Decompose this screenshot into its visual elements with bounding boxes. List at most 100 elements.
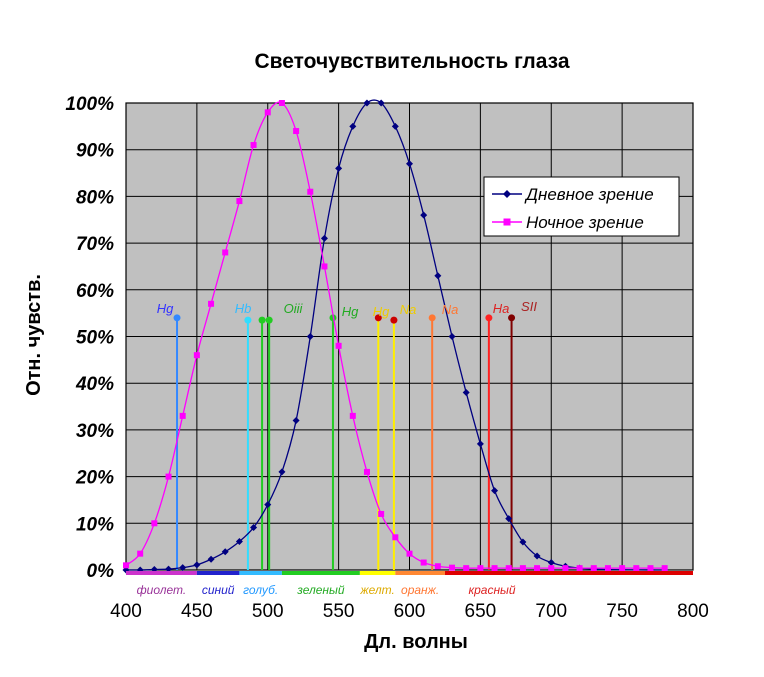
data-point xyxy=(165,473,172,480)
data-point xyxy=(250,524,258,532)
data-point xyxy=(363,468,370,475)
data-point xyxy=(548,565,555,572)
data-point xyxy=(661,565,668,572)
data-point xyxy=(449,564,456,571)
data-point xyxy=(505,515,513,523)
color-band xyxy=(281,571,360,575)
x-tick-label: 400 xyxy=(110,601,142,622)
data-point xyxy=(505,565,512,572)
spectral-line-dot xyxy=(173,314,181,322)
data-point xyxy=(179,412,186,419)
x-tick-label: 550 xyxy=(323,601,355,622)
spectral-line-dot xyxy=(374,314,382,322)
y-axis-label: Отн. чувств. xyxy=(23,274,45,396)
x-tick-label: 700 xyxy=(535,601,567,622)
chart-title: Светочувствительность глаза xyxy=(254,50,569,73)
legend-box xyxy=(483,176,680,237)
data-point xyxy=(477,565,484,572)
data-point xyxy=(363,99,371,107)
y-tick-label: 70% xyxy=(76,234,114,255)
data-point xyxy=(278,100,285,106)
data-point xyxy=(306,333,314,340)
data-point xyxy=(392,534,399,541)
y-tick-label: 40% xyxy=(75,374,114,395)
data-point xyxy=(236,198,243,205)
data-point xyxy=(349,412,356,419)
data-point xyxy=(320,234,328,242)
y-axis-ticks: 0% 10% 20% 30% 40% 50% 60% 70% 80% 90% 100% xyxy=(65,94,114,582)
spectral-line-label: Hg xyxy=(373,304,390,319)
color-band xyxy=(126,571,197,575)
data-point xyxy=(278,468,286,476)
data-point xyxy=(349,122,357,130)
data-point xyxy=(222,249,229,256)
color-band-label: красный xyxy=(468,583,515,597)
data-point xyxy=(193,561,201,569)
plot-border xyxy=(125,102,694,571)
color-band xyxy=(395,571,445,575)
data-point xyxy=(335,164,343,172)
data-point xyxy=(406,160,413,168)
spectral-line-dot xyxy=(244,316,252,324)
data-point xyxy=(235,538,243,546)
spectral-line-dot xyxy=(428,314,436,322)
color-band-label: желт. xyxy=(359,583,395,597)
color-band-label: голуб. xyxy=(243,583,278,597)
legend: Дневное зрение Ночное зрение xyxy=(483,176,680,237)
data-point xyxy=(463,565,470,572)
data-point xyxy=(165,565,173,573)
data-point xyxy=(293,128,300,135)
legend-marker xyxy=(503,190,511,198)
data-point xyxy=(448,333,456,340)
x-tick-label: 450 xyxy=(181,601,213,622)
y-tick-label: 80% xyxy=(76,187,114,208)
x-tick-label: 650 xyxy=(465,601,497,622)
data-point xyxy=(335,342,342,349)
grid xyxy=(125,102,694,571)
data-point xyxy=(633,565,640,572)
y-tick-label: 10% xyxy=(76,514,114,535)
color-band xyxy=(444,571,693,575)
spectral-line-dot xyxy=(390,316,398,324)
x-tick-label: 600 xyxy=(394,601,426,622)
data-point xyxy=(604,565,611,572)
color-band-label: оранж. xyxy=(401,583,439,597)
spectral-line-label: Oiii xyxy=(284,301,304,316)
data-point xyxy=(491,565,498,572)
spectral-line-label: Na xyxy=(442,302,459,317)
data-point xyxy=(434,563,441,570)
color-band-label: синий xyxy=(202,583,235,597)
spectral-line-label: Hg xyxy=(342,304,359,319)
data-point xyxy=(321,263,328,270)
legend-label: Дневное зрение xyxy=(524,185,654,204)
spectral-line-dot xyxy=(265,316,273,324)
data-point xyxy=(590,565,597,572)
spectral-line-label: SII xyxy=(521,299,537,314)
spectral-line-dot xyxy=(485,314,493,322)
spectral-line-dot xyxy=(508,314,516,322)
data-point xyxy=(123,562,129,569)
data-point xyxy=(547,559,555,567)
color-band xyxy=(239,571,282,575)
spectral-line-dot xyxy=(258,316,266,324)
data-point xyxy=(264,501,272,509)
data-point xyxy=(562,565,569,572)
color-band xyxy=(359,571,396,575)
y-tick-label: 90% xyxy=(76,141,114,162)
data-point xyxy=(462,389,470,397)
data-point xyxy=(420,211,428,219)
data-point xyxy=(250,142,257,149)
data-point xyxy=(378,510,385,517)
data-point xyxy=(391,122,399,130)
x-axis-ticks: 400 450 500 550 600 650 700 750 800 xyxy=(110,601,709,622)
data-point xyxy=(137,550,144,557)
data-point xyxy=(377,99,385,107)
color-band xyxy=(196,571,240,575)
x-tick-label: 800 xyxy=(677,601,709,622)
data-point xyxy=(619,565,626,572)
legend-marker xyxy=(503,218,511,226)
y-tick-label: 60% xyxy=(76,281,114,302)
spectral-lines xyxy=(173,314,516,570)
data-point xyxy=(207,555,215,563)
